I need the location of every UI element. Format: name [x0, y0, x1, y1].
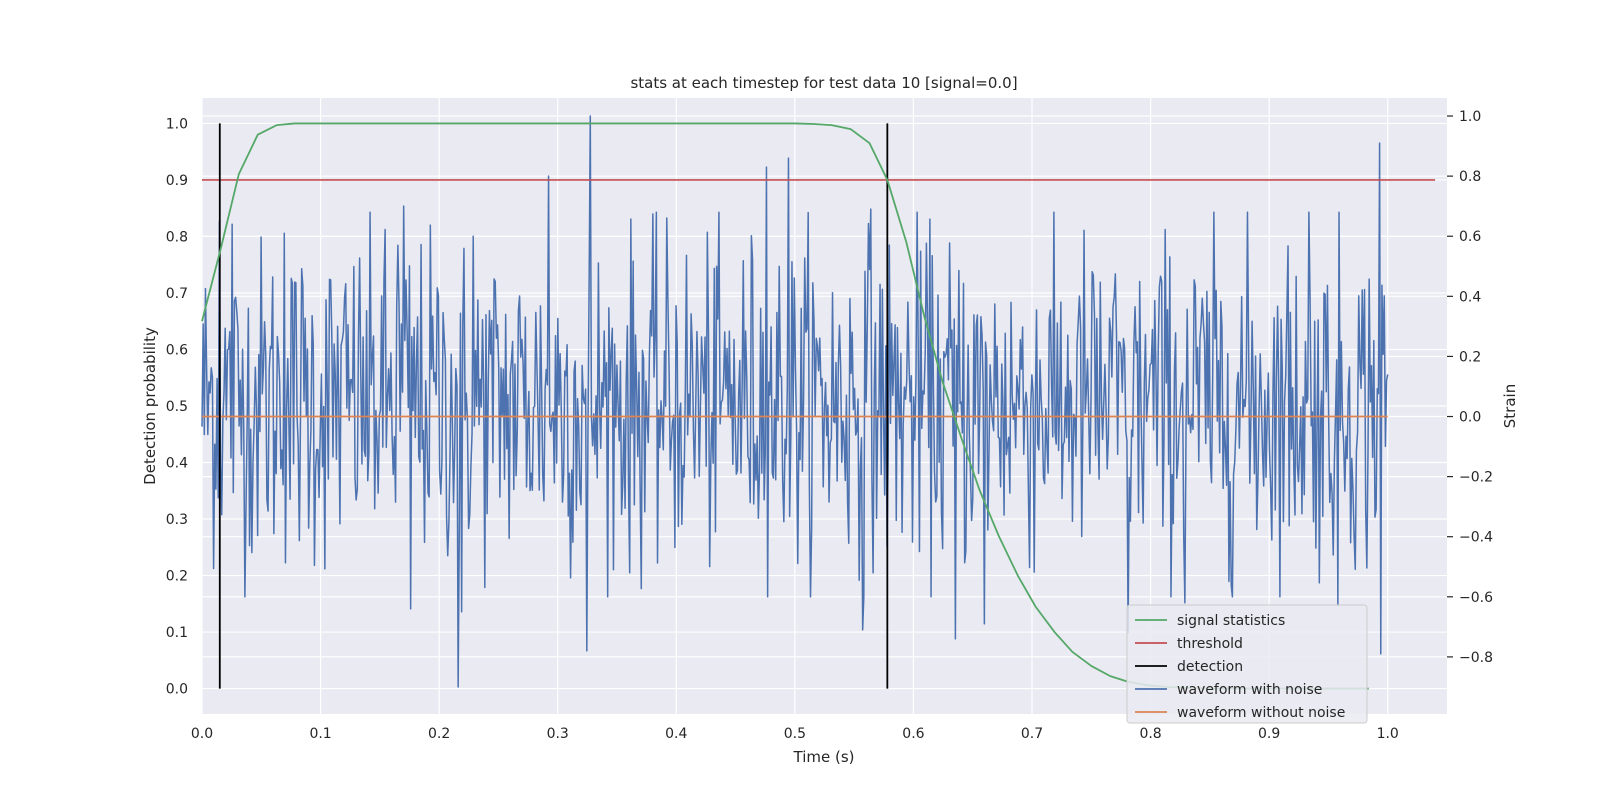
x-tick-label: 0.6 — [902, 726, 924, 742]
y-right-tick-label: 0.8 — [1459, 169, 1481, 185]
y-right-tick-label: −0.6 — [1459, 590, 1493, 606]
x-tick-label: 0.7 — [1021, 726, 1043, 742]
y-tick-label: 0.3 — [166, 512, 188, 528]
series-waveform-with-noise — [201, 115, 1389, 688]
x-tick-label: 0.5 — [784, 726, 806, 742]
x-tick-label: 1.0 — [1377, 726, 1399, 742]
y-right-tick-label: 0.4 — [1459, 289, 1481, 305]
y-right-tick-label: −0.2 — [1459, 470, 1493, 486]
y-right-tick-label: −0.8 — [1459, 650, 1493, 666]
x-tick-label: 0.8 — [1139, 726, 1161, 742]
y-axis-left: 0.0 0.1 0.2 0.3 0.4 0.5 0.6 0.7 0.8 0.9 1.0 — [166, 116, 188, 697]
y-axis-right-label: Strain — [1501, 384, 1519, 428]
y-right-tick-label: 1.0 — [1459, 109, 1481, 125]
y-right-tick-label: −0.4 — [1459, 530, 1493, 546]
x-tick-label: 0.3 — [547, 726, 569, 742]
legend-entry: waveform with noise — [1177, 682, 1322, 698]
x-tick-label: 0.2 — [428, 726, 450, 742]
y-tick-label: 0.8 — [166, 229, 188, 245]
x-tick-label: 0.0 — [191, 726, 213, 742]
y-tick-label: 0.1 — [166, 625, 188, 641]
x-tick-label: 0.4 — [665, 726, 687, 742]
y-right-tick-label: 0.2 — [1459, 349, 1481, 365]
y-tick-label: 0.6 — [166, 342, 188, 358]
legend-entry: detection — [1177, 659, 1243, 675]
legend-entry: signal statistics — [1177, 613, 1285, 629]
y-right-tick-label: 0.0 — [1459, 410, 1481, 426]
x-axis: 0.0 0.1 0.2 0.3 0.4 0.5 0.6 0.7 0.8 0.9 1.0 — [191, 726, 1399, 742]
chart-title: stats at each timestep for test data 10 … — [630, 74, 1017, 92]
y-right-tick-label: 0.6 — [1459, 229, 1481, 245]
legend: signal statistics threshold detection wavef… — [1126, 604, 1368, 724]
y-tick-label: 1.0 — [166, 116, 188, 132]
y-tick-label: 0.4 — [166, 456, 188, 472]
y-tick-label: 0.9 — [166, 173, 188, 189]
y-tick-label: 0.0 — [166, 682, 188, 698]
y-tick-label: 0.7 — [166, 286, 188, 302]
y-tick-label: 0.5 — [166, 399, 188, 415]
legend-entry: waveform without noise — [1177, 705, 1345, 721]
x-tick-label: 0.1 — [309, 726, 331, 742]
x-axis-label: Time (s) — [793, 748, 855, 766]
legend-entry: threshold — [1177, 636, 1243, 652]
y-axis-right: −0.8 −0.6 −0.4 −0.2 0.0 0.2 0.4 0.6 0.8 1.0 — [1447, 109, 1493, 666]
legend-box — [1126, 604, 1368, 724]
y-axis-label: Detection probability — [141, 327, 159, 485]
y-tick-label: 0.2 — [166, 569, 188, 585]
x-tick-label: 0.9 — [1258, 726, 1280, 742]
